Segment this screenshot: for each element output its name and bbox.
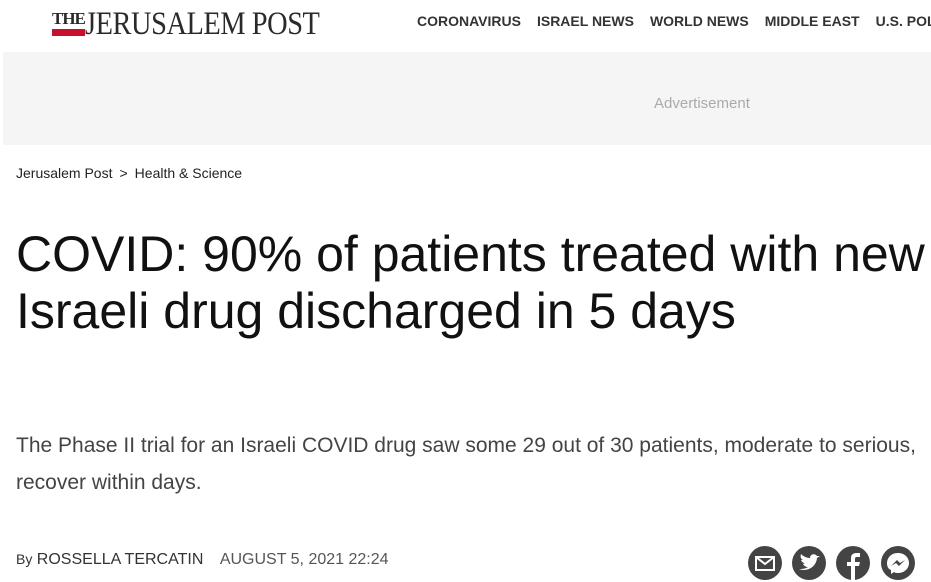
nav-link[interactable]: WORLD NEWS [649, 13, 749, 29]
nav-link[interactable]: MIDDLE EAST [764, 13, 860, 29]
logo-prefix: THE [52, 9, 86, 36]
byline-prefix: By [16, 551, 33, 567]
breadcrumb: Jerusalem Post > Health & Science [16, 165, 242, 181]
author[interactable]: ROSSELLA TERCATIN [36, 551, 204, 568]
date: AUGUST 5, 2021 22:24 [219, 551, 389, 568]
ad-label: Advertisement [654, 95, 750, 112]
logo[interactable]: THEJERUSALEM POST [52, 4, 358, 44]
ad-slot: Advertisement [3, 52, 931, 145]
share-messenger[interactable] [881, 546, 915, 580]
share-twitter[interactable] [792, 546, 826, 580]
breadcrumb-separator: > [119, 165, 128, 181]
logo-name: JERUSALEM POST [84, 6, 320, 42]
byline: By ROSSELLA TERCATIN AUGUST 5, 2021 22:2… [16, 551, 389, 569]
nav: CORONAVIRUS ISRAEL NEWS WORLD NEWS MIDDLE E… [417, 13, 931, 29]
breadcrumb-link[interactable]: Jerusalem Post [16, 165, 113, 181]
article-title: COVID: 90% of patients treated with new … [16, 226, 925, 339]
header: THEJERUSALEM POST CORONAVIRUS ISRAEL NEWS… [0, 0, 931, 50]
nav-link[interactable]: CORONAVIRUS [417, 13, 521, 29]
breadcrumb-link[interactable]: Health & Science [134, 165, 243, 181]
share-email[interactable] [748, 546, 782, 580]
article-summary: The Phase II trial for an Israeli COVID … [16, 434, 916, 494]
share-buttons [748, 546, 915, 580]
share-facebook[interactable] [836, 546, 870, 580]
nav-link[interactable]: ISRAEL NEWS [536, 13, 634, 29]
nav-link[interactable]: U.S. POL [875, 13, 931, 29]
